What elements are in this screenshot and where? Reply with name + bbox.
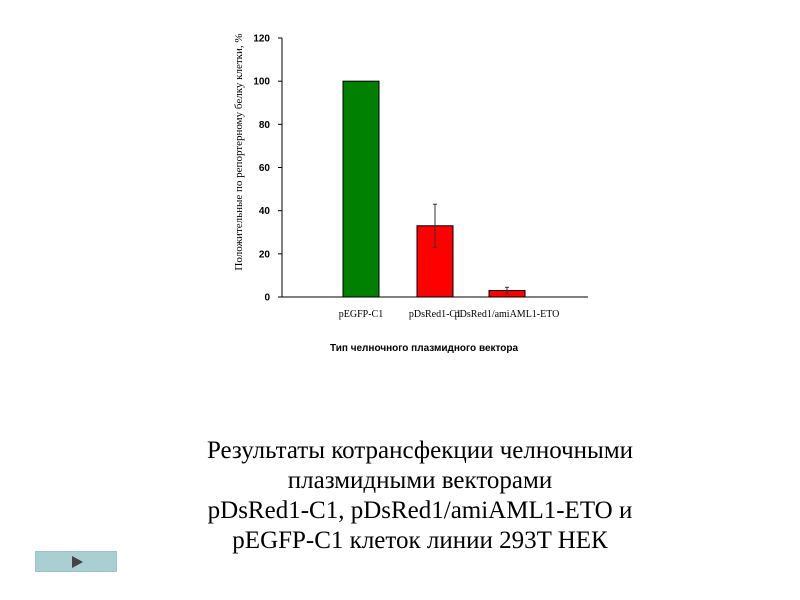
bar-chart: 0 20 40 60 80 100 120 pEGFP-C1 pDsRed1-C1pDsRed1… <box>233 33 588 320</box>
y-tick-label: 120 <box>253 34 270 45</box>
y-tick-label: 60 <box>259 163 271 174</box>
category-label: pDsRed1/amiAML1-ETO <box>455 309 560 320</box>
next-slide-button[interactable] <box>35 551 117 572</box>
y-axis-label: Положительные по репортерному белку клет… <box>233 33 245 270</box>
play-arrow-icon <box>72 555 83 568</box>
category-label: pEGFP-C1 <box>339 309 383 320</box>
y-tick-label: 80 <box>259 120 271 131</box>
y-tick-label: 20 <box>259 249 271 260</box>
bar <box>342 80 380 298</box>
y-tick-label: 0 <box>264 293 270 304</box>
caption-line: Результаты котрансфекции челночными <box>206 437 634 464</box>
caption-line: плазмидными векторами <box>287 467 553 494</box>
x-axis-label: Тип челночного плазмидного вектора <box>330 343 519 354</box>
y-tick-label: 100 <box>253 77 270 88</box>
caption-line: pDsRed1-C1, pDsRed1/amiAML1-ETO и <box>207 497 633 524</box>
category-label: pDsRed1-C1 <box>409 309 461 320</box>
caption-line: pEGFP-C1 клеток линии 293T НЕК <box>232 527 608 554</box>
y-tick-label: 40 <box>259 206 271 217</box>
slide-caption: Результаты котрансфекции челночными плаз… <box>120 436 720 556</box>
